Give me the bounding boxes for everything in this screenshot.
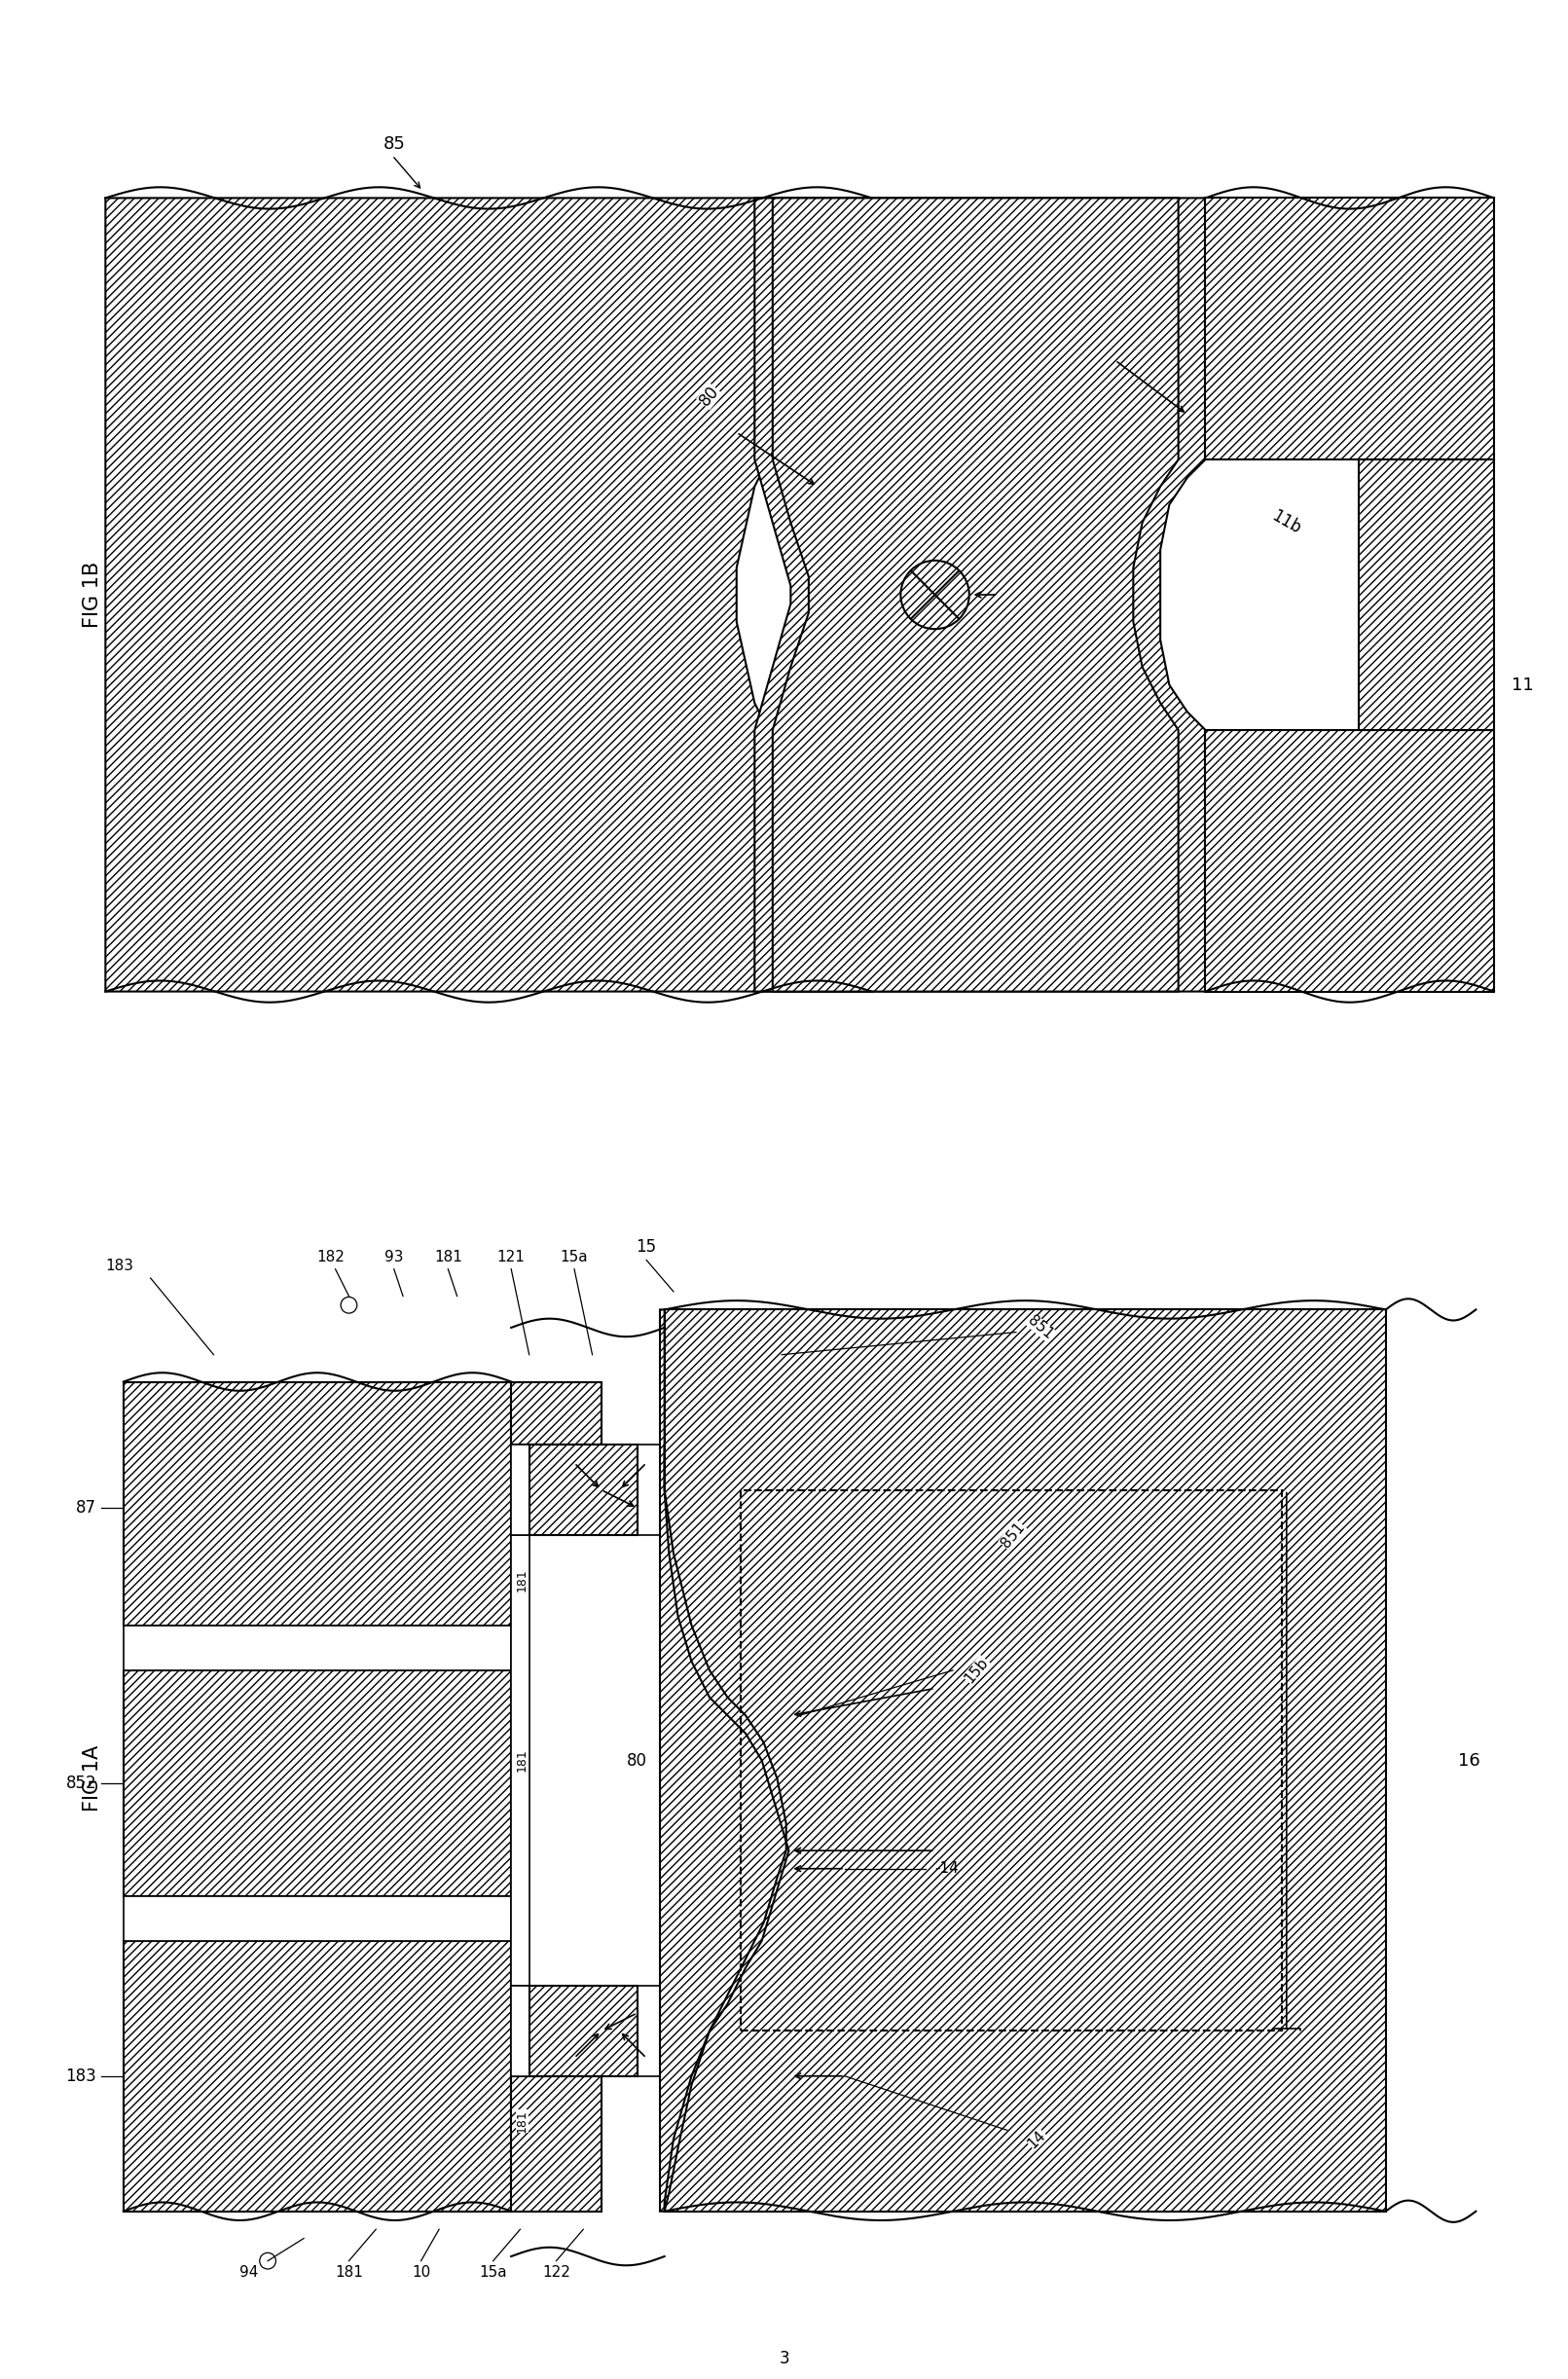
Text: 183: 183 bbox=[66, 2067, 97, 2084]
Polygon shape bbox=[665, 1308, 1386, 2212]
Text: 11b: 11b bbox=[1269, 507, 1305, 538]
Text: 15a: 15a bbox=[480, 2265, 506, 2279]
Text: 15: 15 bbox=[637, 1237, 657, 1256]
Polygon shape bbox=[511, 1986, 530, 2077]
Polygon shape bbox=[530, 1444, 637, 1534]
Polygon shape bbox=[511, 2077, 602, 2212]
Text: 181: 181 bbox=[516, 1568, 528, 1592]
Text: 121: 121 bbox=[497, 1249, 525, 1266]
Text: 852: 852 bbox=[66, 1775, 97, 1791]
Polygon shape bbox=[773, 197, 1179, 992]
Polygon shape bbox=[124, 1896, 511, 1941]
Polygon shape bbox=[1358, 459, 1494, 730]
Polygon shape bbox=[511, 1444, 530, 1534]
Polygon shape bbox=[124, 1941, 511, 2212]
Text: 86: 86 bbox=[557, 1482, 574, 1496]
Text: 181: 181 bbox=[516, 2110, 528, 2132]
Text: 15b: 15b bbox=[963, 1656, 991, 1687]
Text: 11: 11 bbox=[1512, 676, 1534, 695]
Polygon shape bbox=[124, 1382, 511, 1625]
Polygon shape bbox=[105, 197, 872, 992]
Text: 851: 851 bbox=[1025, 1313, 1055, 1342]
Text: 851: 851 bbox=[1098, 326, 1132, 359]
Polygon shape bbox=[1206, 197, 1494, 459]
Text: -14: -14 bbox=[935, 1860, 960, 1877]
Text: 10: 10 bbox=[412, 2265, 430, 2279]
Text: 15: 15 bbox=[1007, 585, 1027, 604]
Polygon shape bbox=[660, 1308, 786, 2212]
Polygon shape bbox=[754, 197, 1206, 992]
Text: 181: 181 bbox=[516, 1749, 528, 1772]
Polygon shape bbox=[1206, 730, 1494, 992]
Text: 182: 182 bbox=[317, 1249, 345, 1266]
Text: FIG 1B: FIG 1B bbox=[83, 561, 102, 628]
Polygon shape bbox=[530, 1986, 637, 2077]
Text: 14: 14 bbox=[1025, 2127, 1049, 2151]
Text: 11a: 11a bbox=[818, 776, 851, 811]
Polygon shape bbox=[637, 1444, 665, 1534]
Text: 3: 3 bbox=[779, 2350, 789, 2367]
Polygon shape bbox=[511, 1382, 602, 1444]
Text: FIG 1A: FIG 1A bbox=[83, 1746, 102, 1813]
Polygon shape bbox=[637, 1986, 665, 2077]
Text: 80: 80 bbox=[696, 383, 723, 409]
Text: 122: 122 bbox=[543, 2265, 571, 2279]
Text: 93: 93 bbox=[384, 1249, 403, 1266]
Text: 87: 87 bbox=[75, 1499, 97, 1518]
Polygon shape bbox=[511, 1534, 530, 1986]
Text: 80: 80 bbox=[627, 1751, 648, 1770]
Text: 16: 16 bbox=[1458, 1751, 1480, 1770]
Text: 85: 85 bbox=[383, 136, 405, 152]
Text: 181: 181 bbox=[434, 1249, 463, 1266]
Polygon shape bbox=[124, 1670, 511, 1896]
Text: 851: 851 bbox=[946, 892, 978, 928]
Text: 94: 94 bbox=[240, 2265, 259, 2279]
Text: 86: 86 bbox=[557, 2025, 574, 2039]
Polygon shape bbox=[124, 1625, 511, 1670]
Text: 183: 183 bbox=[105, 1258, 133, 1273]
Text: 15a: 15a bbox=[560, 1249, 588, 1266]
Bar bbox=[742, 1489, 1283, 2032]
Text: 851: 851 bbox=[997, 1520, 1027, 1551]
Text: 181: 181 bbox=[336, 2265, 362, 2279]
